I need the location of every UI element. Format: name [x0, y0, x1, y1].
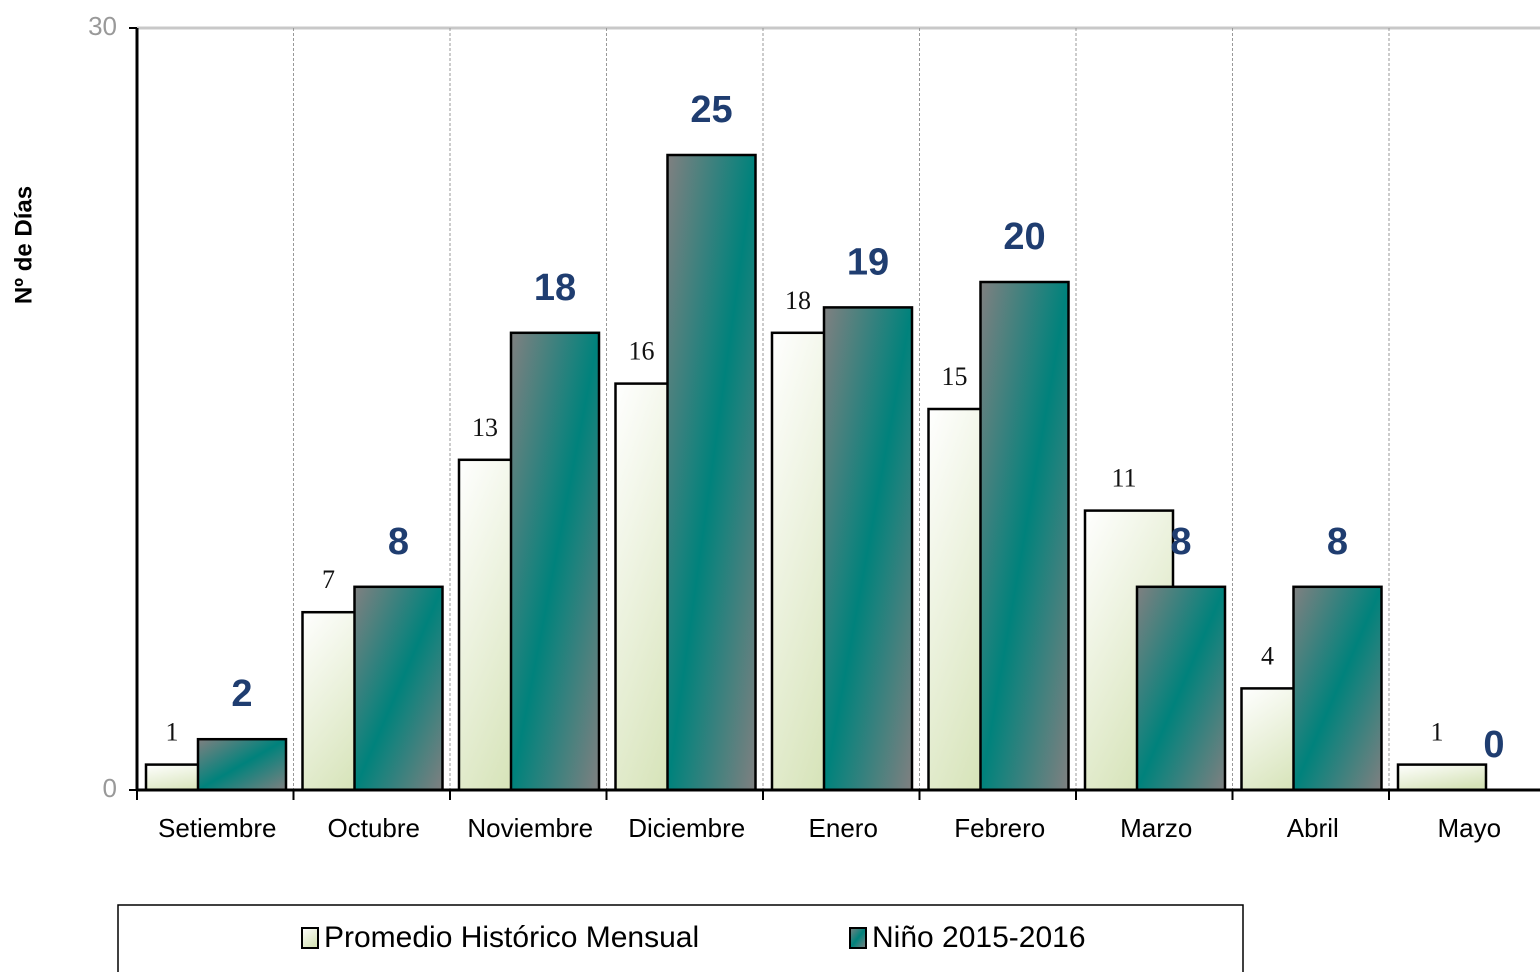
- data-label: 18: [785, 286, 811, 315]
- legend-label: Promedio Histórico Mensual: [324, 921, 699, 954]
- data-label: 7: [322, 565, 335, 594]
- y-axis-label: Nº de Días: [10, 186, 37, 304]
- x-tick-label: Diciembre: [628, 813, 745, 843]
- y-tick-label: 30: [88, 11, 117, 41]
- data-label: 20: [1003, 216, 1045, 258]
- legend-swatch: [849, 927, 867, 949]
- bar: [353, 585, 444, 792]
- data-label: 8: [1327, 521, 1348, 563]
- x-tick-label: Noviembre: [467, 813, 593, 843]
- bar: [979, 280, 1070, 792]
- x-tick-label: Enero: [809, 813, 878, 843]
- x-tick-label: Setiembre: [158, 813, 277, 843]
- bar: [1135, 585, 1227, 792]
- data-label: 15: [942, 362, 968, 391]
- x-tick-label: Mayo: [1437, 813, 1501, 843]
- bar: [822, 306, 914, 792]
- data-label: 25: [690, 89, 732, 131]
- x-tick-label: Marzo: [1120, 813, 1192, 843]
- data-label: 13: [472, 413, 498, 442]
- data-label: 8: [388, 521, 409, 563]
- x-tick-label: Febrero: [954, 813, 1045, 843]
- data-label: 1: [166, 718, 179, 747]
- data-label: 11: [1111, 464, 1136, 493]
- bar: [1292, 585, 1383, 792]
- bar: [196, 737, 288, 792]
- bar: [666, 153, 757, 792]
- data-label: 18: [534, 267, 576, 309]
- x-tick-label: Abril: [1287, 813, 1339, 843]
- data-label: 16: [629, 337, 655, 366]
- data-label: 19: [847, 241, 889, 283]
- bar: [1396, 763, 1488, 792]
- data-label: 0: [1483, 724, 1504, 766]
- legend-label: Niño 2015-2016: [872, 921, 1086, 954]
- y-tick-label: 0: [103, 773, 117, 803]
- data-label: 8: [1170, 521, 1191, 563]
- bar: [509, 331, 601, 792]
- data-label: 4: [1261, 641, 1274, 670]
- data-label: 2: [231, 673, 252, 715]
- data-label: 1: [1431, 718, 1444, 747]
- x-tick-label: Octubre: [328, 813, 421, 843]
- legend-swatch: [301, 927, 319, 949]
